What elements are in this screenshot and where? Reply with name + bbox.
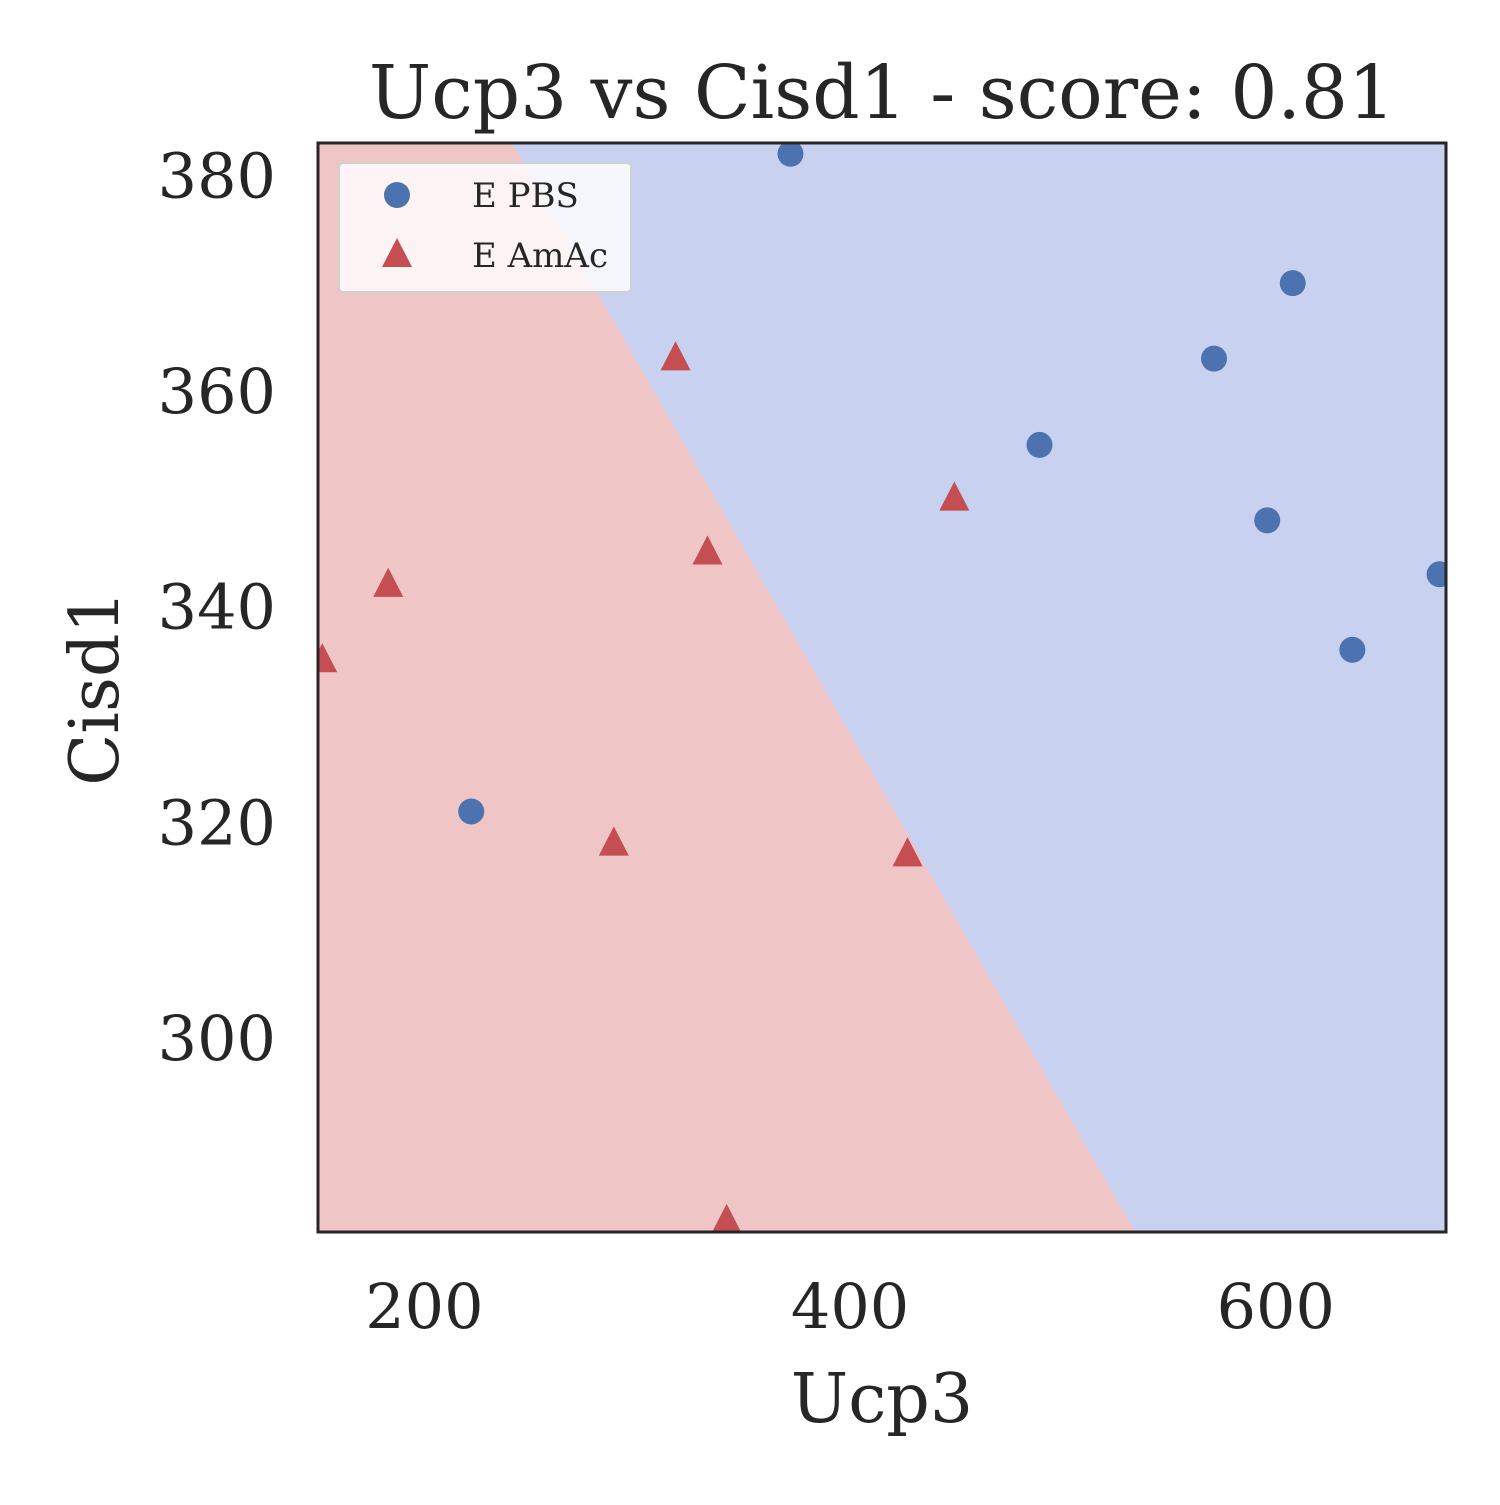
- point-e-pbs: [1426, 561, 1446, 588]
- chart-title: Ucp3 vs Cisd1 - score: 0.81: [369, 50, 1395, 136]
- point-e-pbs: [1279, 270, 1306, 297]
- legend-box: [338, 162, 632, 293]
- plot-frame: [316, 141, 1448, 1234]
- point-e-pbs: [777, 143, 804, 167]
- point-e-pbs: [1254, 507, 1281, 534]
- point-e-pbs: [1339, 636, 1366, 663]
- point-e-amac: [892, 837, 923, 867]
- y-tick-label: 320: [158, 786, 276, 859]
- legend-marker-e-pbs: [384, 182, 410, 208]
- point-e-pbs: [1201, 345, 1228, 372]
- point-e-amac: [692, 535, 723, 565]
- y-axis-label: Cisd1: [56, 590, 135, 785]
- x-axis-label: Ucp3: [791, 1360, 973, 1439]
- point-e-pbs: [1026, 431, 1053, 458]
- point-e-amac: [373, 567, 404, 597]
- x-axis-ticks: 200 400 600: [365, 1270, 1335, 1343]
- legend-marker-e-amac: [382, 238, 412, 267]
- point-e-amac: [939, 481, 970, 511]
- legend-label: E PBS: [472, 176, 579, 216]
- x-tick-label: 400: [791, 1270, 909, 1343]
- point-e-amac: [598, 826, 629, 856]
- point-e-amac: [712, 1203, 742, 1232]
- point-e-amac: [660, 341, 691, 371]
- x-tick-label: 200: [365, 1270, 483, 1343]
- point-e-amac: [318, 643, 338, 673]
- legend: E PBS E AmAc: [338, 162, 632, 293]
- point-e-pbs: [458, 798, 485, 825]
- y-tick-label: 300: [158, 1002, 276, 1075]
- decision-regions: [318, 143, 1446, 1232]
- y-tick-label: 380: [158, 139, 276, 212]
- region-e-amac: [318, 143, 1136, 1232]
- data-points: [318, 143, 1446, 1232]
- x-tick-label: 600: [1217, 1270, 1335, 1343]
- y-axis-ticks: 300 320 340 360 380: [158, 139, 276, 1075]
- y-tick-label: 340: [158, 571, 276, 644]
- legend-label: E AmAc: [472, 236, 608, 276]
- y-tick-label: 360: [158, 355, 276, 428]
